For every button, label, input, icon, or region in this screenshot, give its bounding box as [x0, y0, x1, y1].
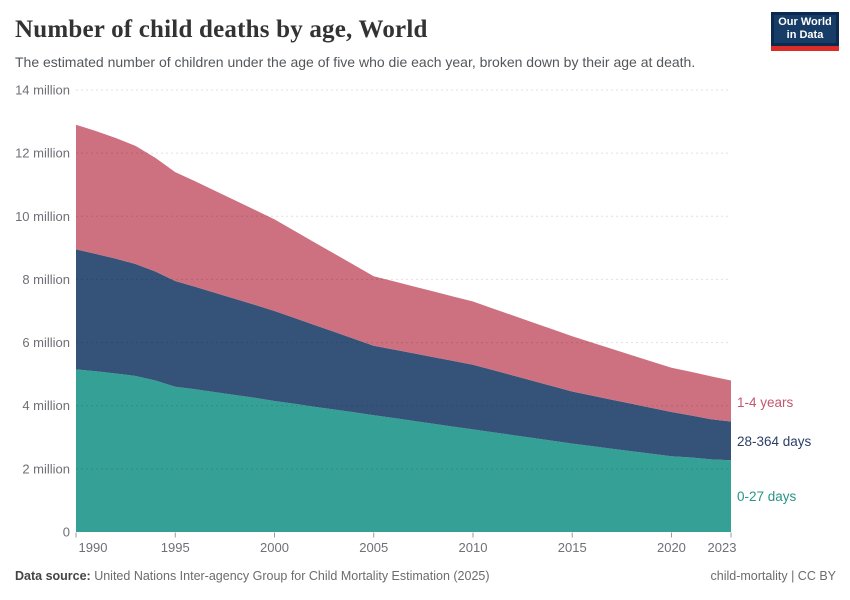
x-tick-label-2015: 2015 [558, 540, 587, 555]
area-0-27-days[interactable] [76, 369, 731, 532]
y-tick-label-2: 2 million [22, 461, 70, 476]
owid-logo-field: Our World in Data [771, 12, 839, 46]
owid-logo[interactable]: Our World in Data [771, 12, 839, 51]
chart-subtitle: The estimated number of children under t… [15, 54, 696, 70]
page-title: Number of child deaths by age, World [15, 16, 428, 43]
y-tick-label-8: 8 million [22, 272, 70, 287]
area-1-4-years[interactable] [76, 124, 731, 422]
chart-footer: Data source: United Nations Inter-agency… [15, 569, 836, 583]
owid-logo-line1: Our World [778, 16, 832, 28]
x-tick-label-2010: 2010 [459, 540, 488, 555]
data-source-line: Data source: United Nations Inter-agency… [15, 569, 490, 583]
data-source-text: United Nations Inter-agency Group for Ch… [90, 569, 490, 583]
x-tick-label-2000: 2000 [260, 540, 289, 555]
y-tick-label-10: 10 million [15, 209, 70, 224]
legend-label-0-27-days[interactable]: 0-27 days [737, 489, 797, 504]
area-28-364-days[interactable] [76, 249, 731, 461]
y-tick-label-12: 12 million [15, 146, 70, 161]
x-tick-label-1995: 1995 [161, 540, 190, 555]
owid-logo-line2: in Data [786, 29, 824, 41]
owid-logo-text: Our World in Data [774, 15, 836, 43]
y-tick-label-4: 4 million [22, 398, 70, 413]
x-tick-label-2023: 2023 [708, 540, 737, 555]
x-tick-label-2005: 2005 [359, 540, 388, 555]
x-tick-label-1990: 1990 [79, 540, 108, 555]
license-text: child-mortality | CC BY [710, 569, 837, 583]
y-tick-label-6: 6 million [22, 335, 70, 350]
x-tick-label-2020: 2020 [657, 540, 686, 555]
y-tick-label-14: 14 million [15, 83, 70, 98]
legend-label-1-4-years[interactable]: 1-4 years [737, 395, 794, 410]
y-tick-label-0: 0 [63, 525, 70, 540]
legend-label-28-364-days[interactable]: 28-364 days [737, 434, 812, 449]
data-source-label: Data source: [15, 569, 91, 583]
owid-logo-accent-bar [771, 46, 839, 51]
